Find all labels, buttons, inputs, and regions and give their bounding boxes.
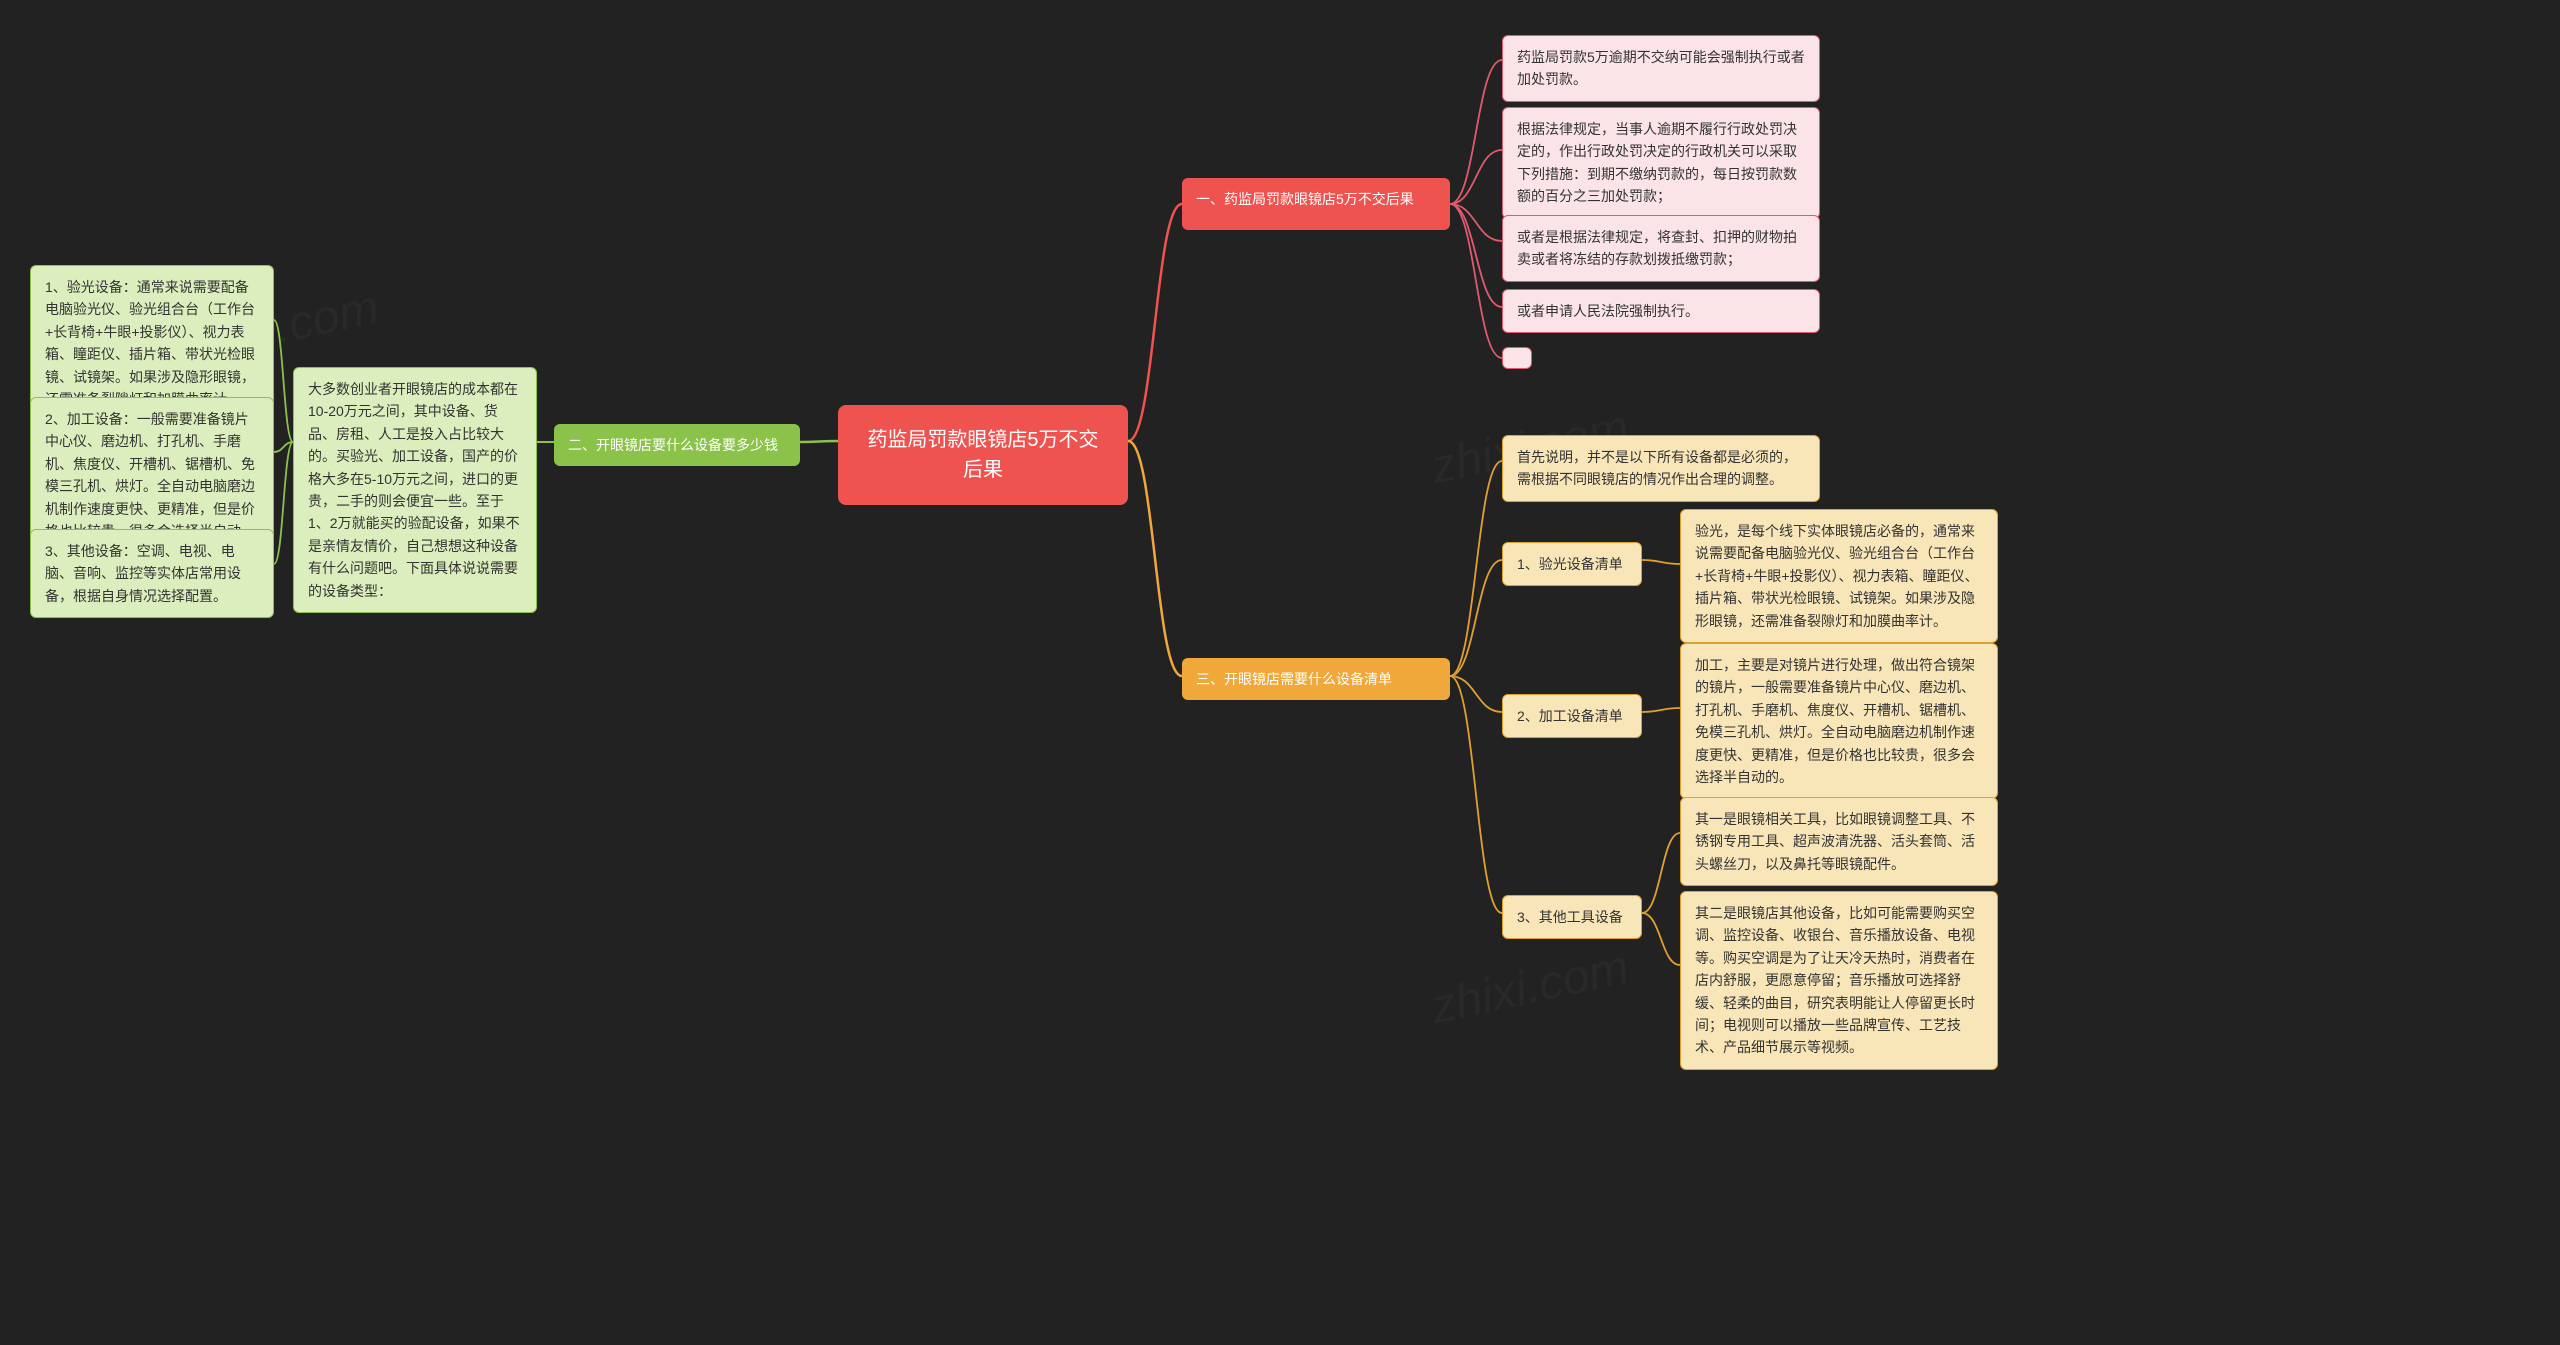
root-node[interactable]: 药监局罚款眼镜店5万不交后果 — [838, 405, 1128, 505]
b2-leaf-2[interactable]: 3、其他设备：空调、电视、电脑、音响、监控等实体店常用设备，根据自身情况选择配置… — [30, 529, 274, 618]
b1-leaf-3[interactable]: 或者申请人民法院强制执行。 — [1502, 289, 1820, 333]
b3-mid-1[interactable]: 1、验光设备清单 — [1502, 542, 1642, 586]
branch-2-mid[interactable]: 大多数创业者开眼镜店的成本都在10-20万元之间，其中设备、货品、房租、人工是投… — [293, 367, 537, 613]
branch-1[interactable]: 一、药监局罚款眼镜店5万不交后果 — [1182, 178, 1450, 230]
b1-leaf-2[interactable]: 或者是根据法律规定，将查封、扣押的财物拍卖或者将冻结的存款划拨抵缴罚款； — [1502, 215, 1820, 282]
b1-leaf-0[interactable]: 药监局罚款5万逾期不交纳可能会强制执行或者加处罚款。 — [1502, 35, 1820, 102]
b3-sub-2[interactable]: 加工，主要是对镜片进行处理，做出符合镜架的镜片，一般需要准备镜片中心仪、磨边机、… — [1680, 643, 1998, 799]
b3-mid-3[interactable]: 3、其他工具设备 — [1502, 895, 1642, 939]
b3-leaf-0[interactable]: 首先说明，并不是以下所有设备都是必须的，需根据不同眼镜店的情况作出合理的调整。 — [1502, 435, 1820, 502]
b3-sub-1[interactable]: 验光，是每个线下实体眼镜店必备的，通常来说需要配备电脑验光仪、验光组合台（工作台… — [1680, 509, 1998, 643]
b1-leaf-4[interactable] — [1502, 347, 1532, 369]
branch-2[interactable]: 二、开眼镜店要什么设备要多少钱 — [554, 424, 800, 466]
watermark-3: zhixi.com — [1426, 940, 1633, 1035]
b3-sub-3-0[interactable]: 其一是眼镜相关工具，比如眼镜调整工具、不锈钢专用工具、超声波清洗器、活头套筒、活… — [1680, 797, 1998, 886]
b3-sub-3-1[interactable]: 其二是眼镜店其他设备，比如可能需要购买空调、监控设备、收银台、音乐播放设备、电视… — [1680, 891, 1998, 1070]
branch-3[interactable]: 三、开眼镜店需要什么设备清单 — [1182, 658, 1450, 700]
b3-mid-2[interactable]: 2、加工设备清单 — [1502, 694, 1642, 738]
b1-leaf-1[interactable]: 根据法律规定，当事人逾期不履行行政处罚决定的，作出行政处罚决定的行政机关可以采取… — [1502, 107, 1820, 219]
